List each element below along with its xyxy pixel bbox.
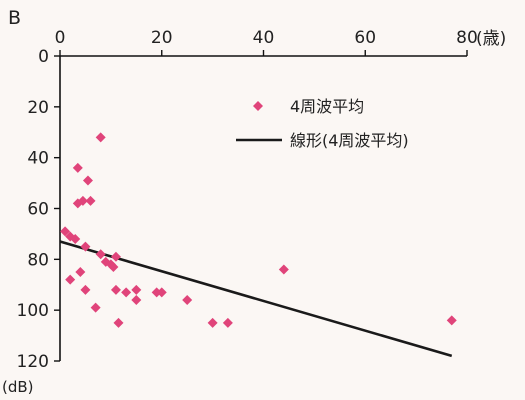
x-tick-label: 40 <box>253 28 275 48</box>
y-tick-label: 0 <box>38 47 49 67</box>
axes: 0 20 40 60 80 0 20 40 60 80 100 120 <box>17 28 478 372</box>
legend-marker-scatter <box>253 101 263 111</box>
data-point <box>151 287 162 298</box>
data-point <box>110 251 121 262</box>
data-point <box>85 195 96 206</box>
data-point <box>90 302 101 313</box>
data-point <box>75 267 86 278</box>
data-point <box>182 295 193 305</box>
data-point <box>113 317 124 328</box>
data-point <box>95 249 106 260</box>
x-tick-label: 0 <box>55 28 66 48</box>
x-tick-label: 60 <box>354 28 376 48</box>
data-point <box>72 162 83 173</box>
data-point <box>108 261 119 272</box>
data-point <box>82 175 93 186</box>
trend-line <box>59 240 453 358</box>
data-point <box>77 195 88 206</box>
data-point <box>446 315 457 326</box>
legend-label-scatter: 4周波平均 <box>290 97 364 116</box>
data-point <box>80 241 91 252</box>
data-point <box>95 132 106 143</box>
legend-label-line: 線形(4周波平均) <box>290 131 409 150</box>
data-marks <box>59 132 457 358</box>
x-tick-label: 20 <box>151 28 173 48</box>
y-tick-label: 120 <box>17 352 49 372</box>
y-tick-label: 100 <box>17 301 49 321</box>
x-axis-unit: (歳) <box>476 29 506 49</box>
data-point <box>80 284 91 295</box>
data-point <box>131 295 142 305</box>
x-tick-label: 80 <box>456 28 478 48</box>
data-point <box>60 226 71 237</box>
data-point <box>278 264 289 275</box>
y-axis-unit: (dB) <box>2 378 34 396</box>
y-tick-label: 60 <box>27 200 49 220</box>
data-point <box>110 284 121 295</box>
data-point <box>156 287 167 298</box>
y-tick-label: 20 <box>27 98 49 118</box>
data-point <box>207 317 218 328</box>
data-point <box>70 234 81 244</box>
data-point <box>121 287 132 298</box>
data-point <box>222 317 233 328</box>
y-tick-label: 40 <box>27 149 49 169</box>
panel-label: B <box>8 7 21 29</box>
data-point <box>65 274 76 285</box>
data-point <box>131 284 142 295</box>
y-tick-label: 80 <box>27 250 49 270</box>
